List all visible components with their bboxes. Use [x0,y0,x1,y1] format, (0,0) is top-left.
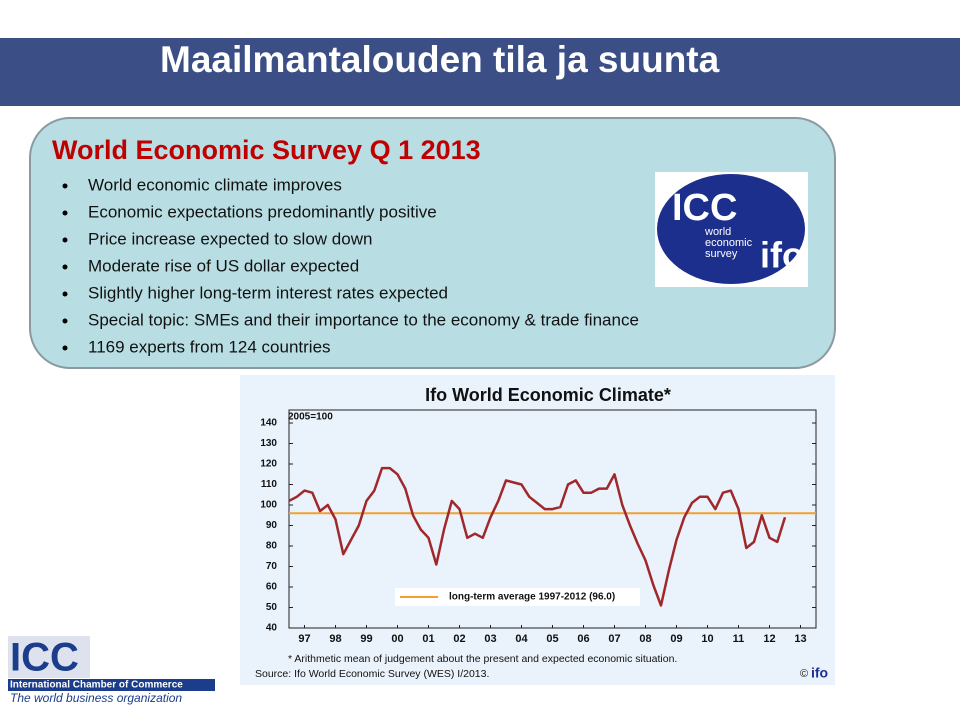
icc-name: International Chamber of Commerce [10,680,183,691]
y-tick-label: 110 [261,479,278,490]
brand-logo: ifo [811,665,828,681]
bullet-dot [62,345,68,351]
y-tick-label: 80 [266,541,278,552]
x-tick-label: 01 [422,633,434,645]
y-tick-label: 130 [260,438,277,449]
y-tick-label: 120 [260,459,277,470]
bullet-text: World economic climate improves [88,175,342,194]
x-tick-label: 98 [329,633,341,645]
bullet-dot [62,291,68,297]
legend-label: long-term average 1997-2012 (96.0) [449,592,615,603]
x-tick-label: 07 [608,633,620,645]
y-tick-label: 70 [266,561,278,572]
bullet-text: 1169 experts from 124 countries [88,337,331,356]
icc-logo: ICC [10,636,79,680]
x-tick-label: 12 [763,633,775,645]
bullet-dot [62,264,68,270]
survey-heading: World Economic Survey Q 1 2013 [52,135,481,165]
chart-subtitle: 2005=100 [288,412,333,423]
bullet-dot [62,210,68,216]
bullet-text: Slightly higher long-term interest rates… [88,283,448,302]
x-tick-label: 99 [360,633,372,645]
y-tick-label: 140 [260,418,277,429]
chart-bg [240,375,835,685]
x-tick-label: 05 [546,633,558,645]
x-tick-label: 13 [794,633,806,645]
icc-tagline: The world business organization [10,691,182,705]
bullet-text: Price increase expected to slow down [88,229,372,248]
chart-title: Ifo World Economic Climate* [425,385,671,405]
x-tick-label: 02 [453,633,465,645]
x-tick-label: 11 [733,633,745,645]
header-band [0,38,960,106]
source: Source: Ifo World Economic Survey (WES) … [255,668,489,680]
y-tick-label: 40 [266,623,278,634]
slide-title: Maailmantalouden tila ja suunta [160,39,720,80]
bullet-dot [62,318,68,324]
y-tick-label: 100 [260,500,277,511]
x-tick-label: 00 [391,633,403,645]
y-tick-label: 90 [266,520,278,531]
x-tick-label: 97 [298,633,310,645]
bullet-text: Economic expectations predominantly posi… [88,202,437,221]
survey-logo-icc: ICC [672,187,737,229]
x-tick-label: 08 [639,633,651,645]
x-tick-label: 10 [701,633,713,645]
bullet-dot [62,183,68,189]
bullet-list: World economic climate improves Economic … [62,175,639,356]
survey-logo-oval [657,174,805,284]
x-tick-label: 04 [515,633,528,645]
data-line [288,466,787,607]
legend-box [395,588,640,606]
survey-logo-word: survey [705,248,738,260]
survey-logo-word: economic [705,237,753,249]
x-tick-label: 09 [670,633,682,645]
icc-logo-bg [8,636,90,678]
x-tick-label: 06 [577,633,589,645]
survey-logo-word: world [704,226,731,238]
icc-name-band [8,679,215,691]
survey-box [29,117,836,369]
bullet-text: Special topic: SMEs and their importance… [88,310,639,329]
chart: Ifo World Economic Climate* 2005=100 40 50 6… [255,385,828,681]
footnote: * Arithmetic mean of judgement about the… [288,653,677,665]
y-tick-label: 50 [266,602,278,613]
copyright: © [800,668,808,680]
x-tick-label: 03 [484,633,496,645]
bullet-text: Moderate rise of US dollar expected [88,256,359,275]
y-tick-label: 60 [266,582,278,593]
survey-logo-brand: ifo [760,235,804,276]
bullet-dot [62,237,68,243]
